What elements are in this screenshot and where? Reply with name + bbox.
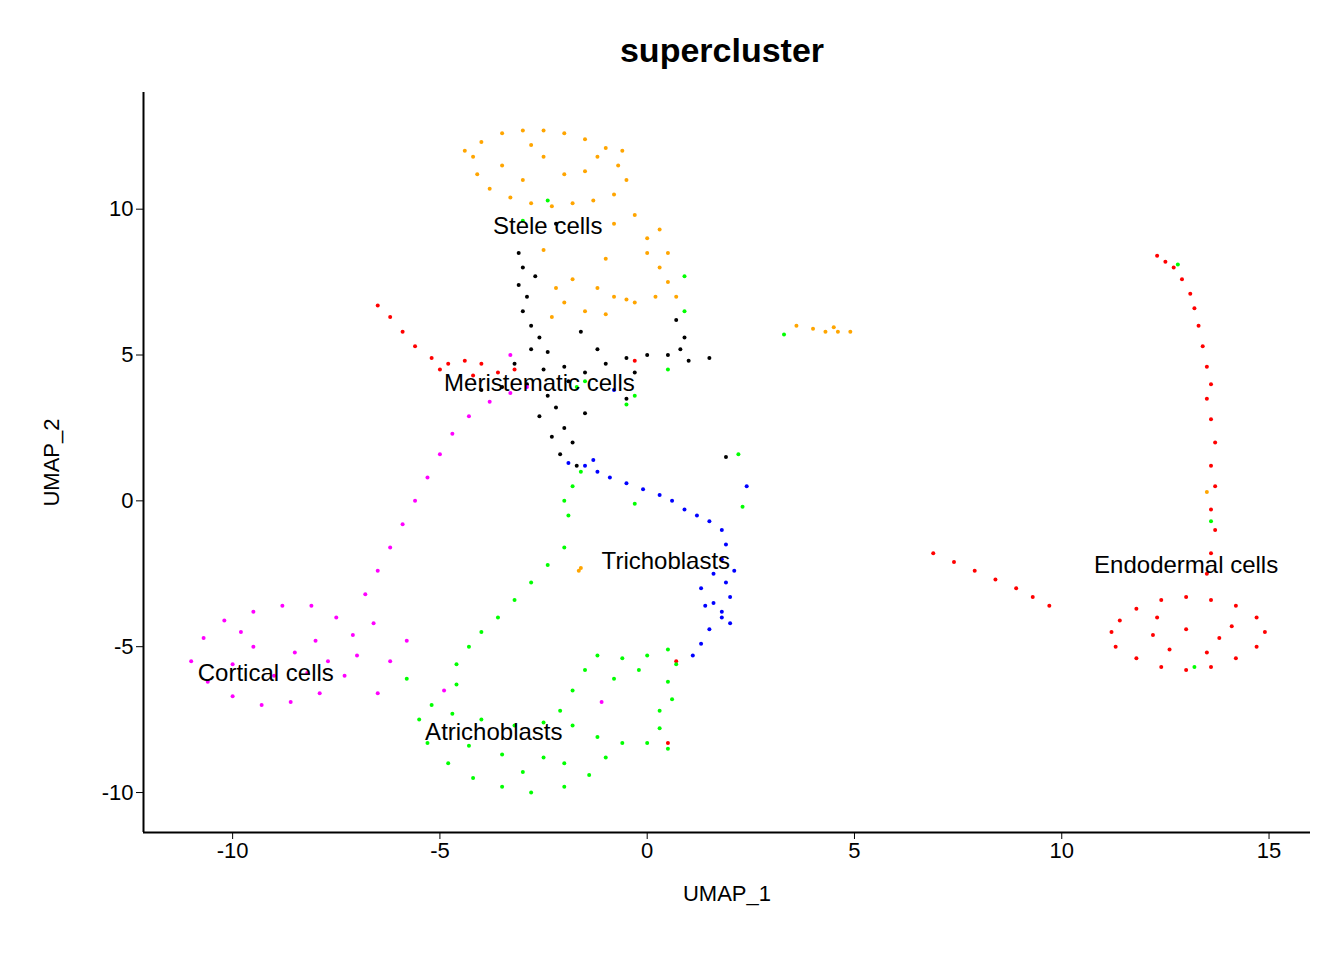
svg-text:Cortical cells: Cortical cells xyxy=(198,659,334,686)
svg-text:-10: -10 xyxy=(217,838,249,863)
svg-text:0: 0 xyxy=(121,488,133,513)
html-text:supercluster: supercluster xyxy=(620,31,824,69)
svg-text:Meristematic cells: Meristematic cells xyxy=(444,369,635,396)
svg-text:UMAP_2: UMAP_2 xyxy=(39,418,64,506)
svg-text:15: 15 xyxy=(1257,838,1281,863)
svg-text:Atrichoblasts: Atrichoblasts xyxy=(425,718,562,745)
svg-text:10: 10 xyxy=(1050,838,1074,863)
svg-text:0: 0 xyxy=(641,838,653,863)
svg-text:-5: -5 xyxy=(430,838,450,863)
svg-text:-5: -5 xyxy=(114,634,134,659)
svg-text:-10: -10 xyxy=(102,780,134,805)
svg-text:Trichoblasts: Trichoblasts xyxy=(602,547,730,574)
svg-text:UMAP_1: UMAP_1 xyxy=(683,881,771,906)
svg-text:10: 10 xyxy=(109,196,133,221)
svg-text:5: 5 xyxy=(121,342,133,367)
svg-text:Stele cells: Stele cells xyxy=(493,212,602,239)
svg-text:5: 5 xyxy=(848,838,860,863)
svg-text:Endodermal cells: Endodermal cells xyxy=(1094,551,1278,578)
